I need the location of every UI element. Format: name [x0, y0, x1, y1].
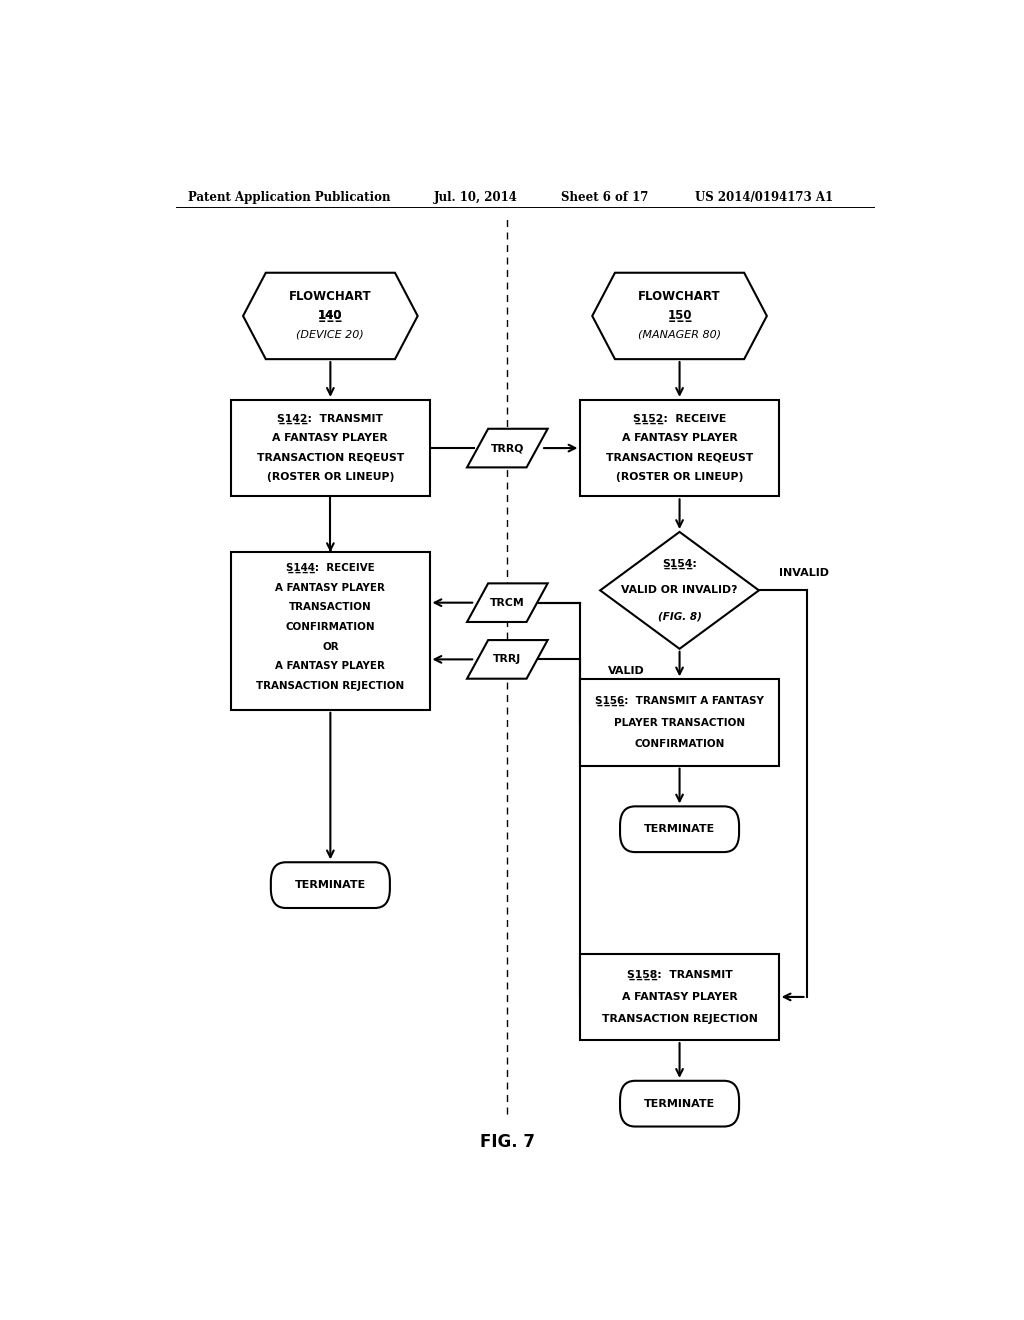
Text: VALID: VALID [608, 667, 645, 676]
Text: Sheet 6 of 17: Sheet 6 of 17 [560, 190, 648, 203]
Polygon shape [600, 532, 759, 649]
Text: 1̲5̲0̲: 1̲5̲0̲ [668, 309, 692, 322]
FancyBboxPatch shape [581, 400, 778, 496]
FancyBboxPatch shape [231, 400, 430, 496]
Text: A FANTASY PLAYER: A FANTASY PLAYER [622, 433, 737, 444]
Text: TERMINATE: TERMINATE [295, 880, 366, 890]
Polygon shape [467, 583, 548, 622]
Text: FIG. 7: FIG. 7 [480, 1134, 535, 1151]
FancyBboxPatch shape [270, 862, 390, 908]
Text: S̲1̲5̲2̲:  RECEIVE: S̲1̲5̲2̲: RECEIVE [633, 414, 726, 424]
Polygon shape [243, 273, 418, 359]
Text: TRANSACTION REQEUST: TRANSACTION REQEUST [257, 453, 404, 463]
Text: TRRQ: TRRQ [490, 444, 524, 453]
Text: VALID OR INVALID?: VALID OR INVALID? [622, 585, 738, 595]
Text: TERMINATE: TERMINATE [644, 824, 715, 834]
Text: S̲1̲5̲4̲:: S̲1̲5̲4̲: [663, 558, 697, 569]
Text: A FANTASY PLAYER: A FANTASY PLAYER [622, 991, 737, 1002]
Text: US 2014/0194173 A1: US 2014/0194173 A1 [695, 190, 834, 203]
Text: TRANSACTION REJECTION: TRANSACTION REJECTION [256, 681, 404, 692]
Text: OR: OR [323, 642, 339, 652]
Text: 1̲4̲0̲: 1̲4̲0̲ [318, 309, 343, 322]
Text: TRANSACTION REQEUST: TRANSACTION REQEUST [606, 453, 754, 463]
FancyBboxPatch shape [581, 954, 778, 1040]
FancyBboxPatch shape [620, 1081, 739, 1126]
Polygon shape [467, 429, 548, 467]
Text: (MANAGER 80): (MANAGER 80) [638, 330, 721, 341]
Text: 140: 140 [318, 309, 343, 322]
Text: FLOWCHART: FLOWCHART [638, 290, 721, 304]
Text: A FANTASY PLAYER: A FANTASY PLAYER [275, 582, 385, 593]
Text: TRRJ: TRRJ [494, 655, 521, 664]
Text: Jul. 10, 2014: Jul. 10, 2014 [433, 190, 517, 203]
Text: A FANTASY PLAYER: A FANTASY PLAYER [275, 661, 385, 672]
Polygon shape [592, 273, 767, 359]
Text: (ROSTER OR LINEUP): (ROSTER OR LINEUP) [615, 473, 743, 482]
Polygon shape [467, 640, 548, 678]
Text: A FANTASY PLAYER: A FANTASY PLAYER [272, 433, 388, 444]
Text: CONFIRMATION: CONFIRMATION [634, 739, 725, 750]
FancyBboxPatch shape [581, 680, 778, 766]
FancyBboxPatch shape [231, 552, 430, 710]
FancyBboxPatch shape [620, 807, 739, 853]
Text: FLOWCHART: FLOWCHART [289, 290, 372, 304]
Text: TRCM: TRCM [489, 598, 524, 607]
Text: TRANSACTION REJECTION: TRANSACTION REJECTION [602, 1014, 758, 1023]
Text: INVALID: INVALID [778, 568, 828, 578]
Text: (ROSTER OR LINEUP): (ROSTER OR LINEUP) [266, 473, 394, 482]
Text: Patent Application Publication: Patent Application Publication [187, 190, 390, 203]
Text: S̲1̲4̲2̲:  TRANSMIT: S̲1̲4̲2̲: TRANSMIT [278, 414, 383, 424]
Text: PLAYER TRANSACTION: PLAYER TRANSACTION [614, 718, 745, 727]
Text: TRANSACTION: TRANSACTION [289, 602, 372, 612]
Text: CONFIRMATION: CONFIRMATION [286, 622, 375, 632]
Text: (FIG. 8): (FIG. 8) [657, 611, 701, 622]
Text: S̲1̲5̲6̲:  TRANSMIT A FANTASY: S̲1̲5̲6̲: TRANSMIT A FANTASY [595, 696, 764, 706]
Text: S̲1̲4̲4̲:  RECEIVE: S̲1̲4̲4̲: RECEIVE [286, 562, 375, 573]
Text: S̲1̲5̲8̲:  TRANSMIT: S̲1̲5̲8̲: TRANSMIT [627, 970, 732, 981]
Text: (DEVICE 20): (DEVICE 20) [297, 330, 365, 341]
Text: TERMINATE: TERMINATE [644, 1098, 715, 1109]
